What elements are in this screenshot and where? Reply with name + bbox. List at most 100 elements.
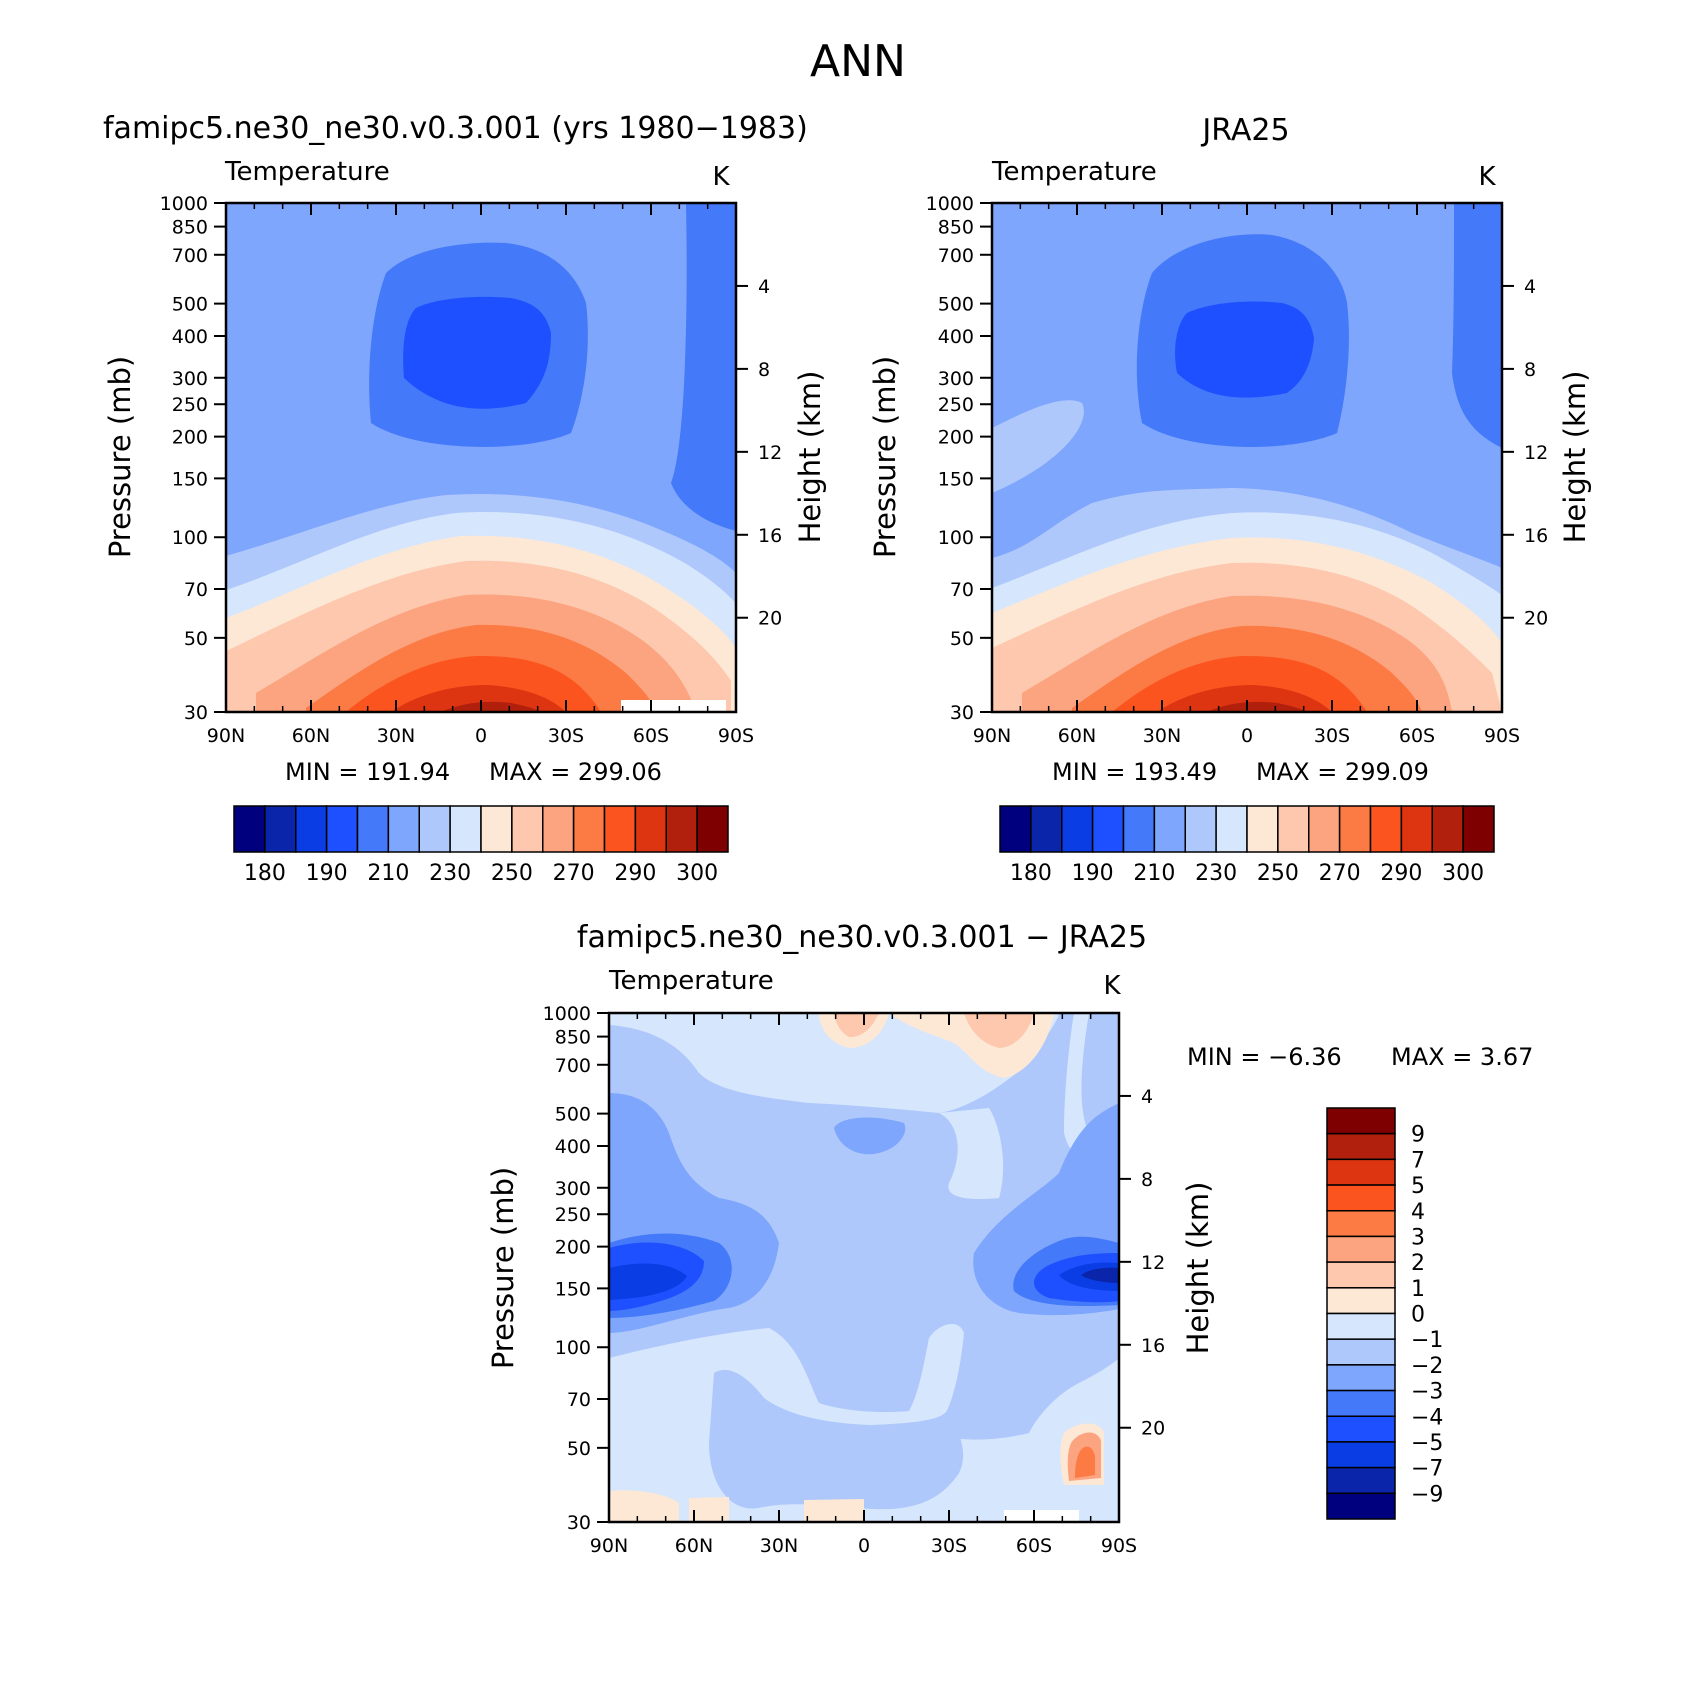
y-right-tick-label: 20 [1141, 1418, 1165, 1440]
y-right-tick-label: 12 [1524, 442, 1548, 464]
colorbar-box [542, 805, 575, 853]
panel-model-units: K [712, 162, 730, 192]
colorbar-box [387, 805, 420, 853]
colorbar-label: 270 [553, 861, 595, 886]
contour-pos-sfc2 [689, 1497, 729, 1522]
y-right-tick-label: 12 [758, 442, 782, 464]
colorbar-label: 9 [1411, 1123, 1425, 1148]
panel-obs-variable: Temperature [991, 157, 1157, 187]
colorbar-label: 1 [1411, 1277, 1425, 1302]
colorbar-box [1326, 1184, 1396, 1212]
y-tick-label: 250 [555, 1204, 591, 1226]
colorbar-box [1030, 805, 1063, 853]
colorbar-box [1326, 1492, 1396, 1520]
y-tick-label: 50 [567, 1438, 591, 1460]
colorbar-label: 190 [306, 861, 348, 886]
y-tick-label: 70 [567, 1389, 591, 1411]
colorbar-box [1326, 1415, 1396, 1443]
colorbar-label: 250 [1257, 861, 1299, 886]
y-right-tick-label: 16 [1524, 525, 1548, 547]
colorbar-box [1462, 805, 1495, 853]
contour-polar-cold [1452, 203, 1502, 448]
colorbar-label: −7 [1411, 1457, 1443, 1482]
colorbar-label: 270 [1319, 861, 1361, 886]
panel-diff-min: MIN = −6.36 [1187, 1043, 1342, 1071]
colorbar-box [1326, 1389, 1396, 1417]
panel-diff-units: K [1103, 971, 1121, 1001]
y-tick-label: 70 [184, 579, 208, 601]
colorbar-label: 0 [1411, 1303, 1425, 1328]
colorbar-label: 250 [491, 861, 533, 886]
y-tick-label: 300 [555, 1178, 591, 1200]
y-tick-label: 700 [938, 245, 974, 267]
missing-data [1004, 1510, 1079, 1522]
panel-obs-max: MAX = 299.09 [1256, 758, 1429, 786]
y-tick-label: 200 [555, 1237, 591, 1259]
colorbar-box [233, 805, 266, 853]
y-tick-label: 150 [172, 468, 208, 490]
y-tick-label: 30 [184, 702, 208, 724]
panel-diff-axes: 90N 60N 30N 0 30S 60S 90S 30 50 70 100 150 200 250 300… [543, 1003, 1166, 1557]
y-right-tick-label: 8 [1141, 1169, 1153, 1191]
colorbar-label: 290 [614, 861, 656, 886]
colorbar-box [1326, 1287, 1396, 1315]
panel-obs-colorbar: 180 190 210 230 250 270 290 300 [999, 805, 1495, 886]
contour-300 [441, 701, 541, 712]
contour-pos-top3 [964, 1013, 1034, 1048]
colorbar-label: 210 [1133, 861, 1175, 886]
panel-obs-plot [992, 203, 1502, 712]
colorbar-label: −3 [1411, 1380, 1443, 1405]
colorbar-box [696, 805, 729, 853]
colorbar-label: 230 [429, 861, 471, 886]
x-tick-label: 30S [548, 725, 584, 747]
x-tick-label: 60N [292, 725, 330, 747]
panel-diff-variable: Temperature [608, 966, 774, 996]
colorbar-box [511, 805, 544, 853]
panel-diff-max: MAX = 3.67 [1391, 1043, 1533, 1071]
y-tick-label: 500 [938, 294, 974, 316]
colorbar-label: 300 [676, 861, 718, 886]
y-tick-label: 300 [172, 368, 208, 390]
panel-model-axes: 90N 60N 30N 0 30S 60S 90S 30 50 70 100 150 200 250 300… [160, 193, 783, 747]
y-tick-label: 250 [938, 394, 974, 416]
colorbar-box [1122, 805, 1156, 853]
panel-obs-axes: 90N 60N 30N 0 30S 60S 90S 30 50 70 100 150 200 250 300… [926, 193, 1549, 747]
colorbar-label: 230 [1195, 861, 1237, 886]
colorbar-label: 290 [1380, 861, 1422, 886]
x-tick-label: 90N [207, 725, 245, 747]
y-right-tick-label: 4 [758, 276, 770, 298]
x-tick-label: 90S [718, 725, 754, 747]
contour-polar-cold [671, 203, 736, 531]
x-tick-label: 0 [1241, 725, 1253, 747]
contour-200 [403, 296, 551, 409]
colorbar-box [1326, 1466, 1396, 1495]
panel-diff-ylabel: Pressure (mb) [486, 1167, 520, 1369]
panel-diff: famipc5.ne30_ne30.v0.3.001 − JRA25 Tempe… [486, 920, 1533, 1557]
y-tick-label: 500 [172, 294, 208, 316]
y-tick-label: 700 [172, 245, 208, 267]
colorbar-label: 180 [244, 861, 286, 886]
colorbar-box [1326, 1210, 1396, 1238]
colorbar-label: 210 [367, 861, 409, 886]
colorbar-label: 5 [1411, 1174, 1425, 1199]
colorbar-box [356, 805, 390, 853]
colorbar-box [634, 805, 667, 853]
contour-neg1-mid [939, 1108, 1004, 1200]
panel-model-title: famipc5.ne30_ne30.v0.3.001 (yrs 1980−198… [103, 111, 808, 146]
y-tick-label: 1000 [543, 1003, 591, 1025]
y-tick-label: 850 [555, 1027, 591, 1049]
y-tick-label: 50 [184, 628, 208, 650]
x-tick-label: 60S [633, 725, 669, 747]
y-tick-label: 30 [567, 1512, 591, 1534]
figure-title: ANN [810, 36, 906, 87]
x-tick-label: 60S [1016, 1535, 1052, 1557]
panel-diff-plot [609, 1013, 1119, 1522]
y-tick-label: 100 [172, 527, 208, 549]
colorbar-box [1326, 1261, 1396, 1289]
colorbar-label: −4 [1411, 1405, 1443, 1430]
panel-diff-ylabel-right: Height (km) [1181, 1182, 1215, 1355]
colorbar-box [1431, 805, 1464, 853]
colorbar-label: 180 [1010, 861, 1052, 886]
